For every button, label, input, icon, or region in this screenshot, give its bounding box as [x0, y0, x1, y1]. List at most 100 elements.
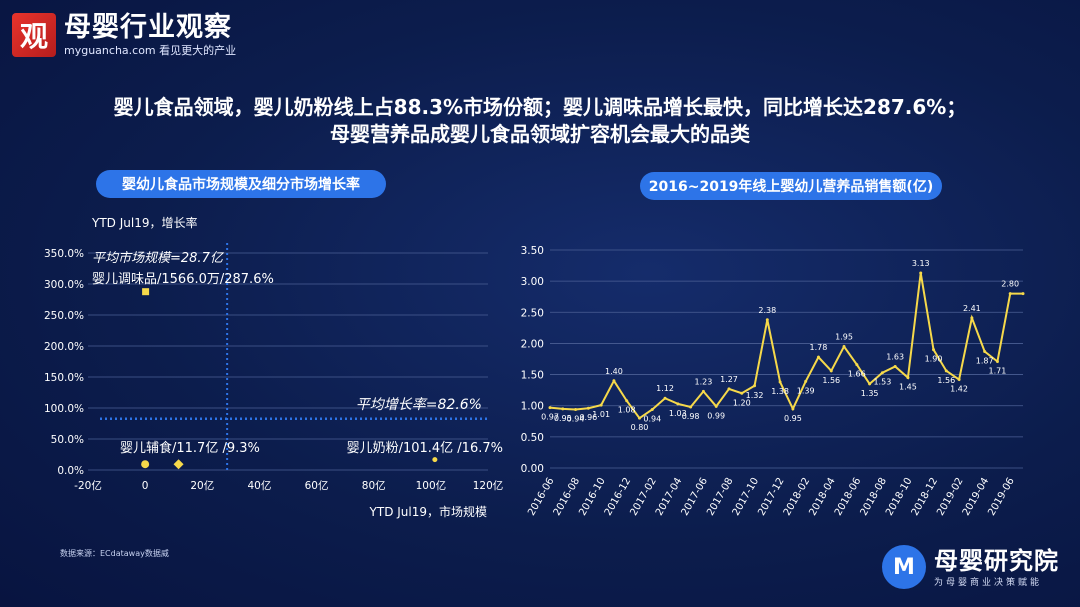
headline: 婴儿食品领域，婴儿奶粉线上占88.3%市场份额；婴儿调味品增长最快，同比增长达2…: [0, 94, 1080, 148]
data-point: [599, 403, 603, 407]
y-tick-label: 100.0%: [44, 403, 84, 415]
data-label: 1.87: [976, 357, 994, 366]
headline-line-1: 婴儿食品领域，婴儿奶粉线上占88.3%市场份额；婴儿调味品增长最快，同比增长达2…: [113, 95, 967, 119]
right-chart-title: 2016~2019年线上婴幼儿营养品销售额(亿): [640, 172, 942, 200]
y-tick-label: 1.00: [521, 401, 544, 413]
data-label: 0.80: [631, 423, 649, 432]
data-point: [893, 364, 897, 368]
data-label: 1.23: [694, 377, 712, 386]
y-tick-label: 250.0%: [44, 310, 84, 322]
avg-growth-rate-label: 平均增长率=82.6%: [356, 397, 482, 413]
data-point: [727, 387, 731, 391]
data-label: 2.80: [1001, 280, 1019, 289]
x-tick-label: 120亿: [473, 479, 504, 492]
logo-name: 母婴行业观察: [64, 12, 232, 43]
data-label: 0.95: [554, 414, 572, 423]
data-point: [970, 316, 974, 320]
x-tick-label: 80亿: [362, 479, 386, 492]
data-label: 2.41: [963, 304, 981, 313]
brand-icon: M: [882, 545, 926, 589]
data-point: [983, 350, 987, 354]
data-point: [791, 407, 795, 411]
data-label: 1.20: [733, 398, 751, 407]
data-point: [855, 363, 859, 367]
x-tick-label: 20亿: [190, 479, 214, 492]
data-point: [829, 369, 833, 373]
data-point: [740, 391, 744, 395]
data-point: [932, 348, 936, 352]
data-label: 1.39: [797, 386, 815, 395]
data-label: 1.27: [720, 375, 738, 384]
point-label: 婴儿调味品/1566.0万/287.6%: [92, 272, 274, 287]
y-tick-label: 0.00: [521, 463, 544, 475]
x-tick-label: 2019-06: [986, 476, 1016, 518]
data-point: [701, 389, 705, 393]
data-point: [141, 460, 150, 469]
data-label: 1.90: [925, 355, 943, 364]
x-axis-title: YTD Jul19，市场规模: [369, 504, 487, 519]
y-tick-label: 0.50: [521, 432, 544, 444]
data-point: [663, 396, 667, 400]
data-label: 1.38: [771, 387, 789, 396]
data-label: 0.94: [643, 414, 661, 423]
data-label: 2.38: [758, 306, 776, 315]
data-point: [804, 379, 808, 383]
x-tick-label: 100亿: [416, 479, 447, 492]
data-point: [1008, 292, 1012, 296]
data-label: 0.94: [567, 414, 585, 423]
data-point: [625, 399, 629, 403]
brand-name: 母婴研究院: [934, 546, 1059, 575]
data-label: 1.56: [822, 376, 840, 385]
data-point: [637, 416, 641, 420]
data-label: 1.66: [848, 370, 866, 379]
data-label: 0.98: [682, 412, 700, 421]
data-point: [561, 407, 565, 411]
y-tick-label: 3.50: [521, 245, 544, 257]
data-label: 3.13: [912, 259, 930, 268]
data-point: [432, 457, 438, 463]
data-point: [173, 459, 184, 470]
logo-tagline: myguancha.com 看见更大的产业: [64, 44, 237, 57]
data-label: 1.78: [810, 343, 828, 352]
data-label: 1.12: [656, 384, 674, 393]
data-point: [650, 407, 654, 411]
data-label: 1.35: [861, 389, 879, 398]
data-label: 1.95: [835, 333, 853, 342]
data-point: [676, 402, 680, 406]
y-tick-label: 300.0%: [44, 279, 84, 291]
scatter-chart: YTD Jul19，增长率 0.0% 50.0% 100.0% 150.0% 200.0%…: [44, 215, 504, 519]
data-point: [574, 407, 578, 411]
data-label: 1.45: [899, 383, 917, 392]
data-point: [612, 379, 616, 383]
y-tick-label: 2.00: [521, 338, 544, 350]
data-label: 1.42: [950, 385, 968, 394]
y-tick-label: 50.0%: [51, 434, 84, 446]
logo-mark: 观: [12, 13, 56, 57]
data-point: [689, 405, 693, 409]
line-chart: 0.000.501.001.502.002.503.003.502016-062…: [521, 245, 1025, 518]
data-point: [995, 359, 999, 363]
data-point: [142, 288, 150, 296]
data-label: 1.01: [592, 410, 610, 419]
y-tick-label: 1.50: [521, 370, 544, 382]
data-label: 0.95: [784, 414, 802, 423]
data-point: [1021, 292, 1025, 296]
data-point: [778, 380, 782, 384]
data-point: [753, 384, 757, 388]
data-point: [586, 406, 590, 410]
data-label: 1.32: [746, 391, 764, 400]
data-point: [919, 271, 923, 275]
data-point: [714, 404, 718, 408]
data-point: [842, 345, 846, 349]
data-point: [944, 369, 948, 373]
data-point: [868, 382, 872, 386]
data-label: 0.99: [707, 411, 725, 420]
x-tick-label: 60亿: [305, 479, 329, 492]
data-label: 1.40: [605, 367, 623, 376]
y-tick-label: 350.0%: [44, 248, 84, 260]
data-source: 数据来源：ECdataway数据威: [60, 549, 169, 558]
y-tick-label: 0.0%: [57, 465, 84, 477]
brand-logo: M 母婴研究院 为母婴商业决策赋能: [882, 545, 1059, 589]
headline-line-2: 母婴营养品成婴儿食品领域扩容机会最大的品类: [330, 122, 750, 146]
data-label: 1.08: [618, 406, 636, 415]
